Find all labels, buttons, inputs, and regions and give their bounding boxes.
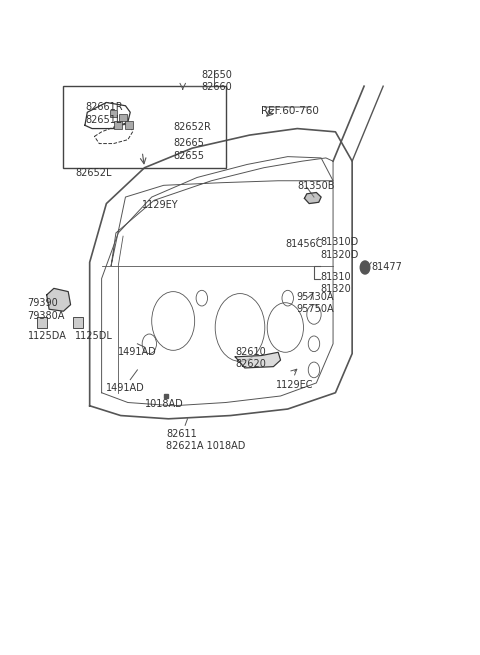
Text: 82610
82620: 82610 82620 [235, 347, 266, 369]
Text: 1125DL: 1125DL [75, 331, 113, 341]
Bar [37, 317, 47, 328]
Text: REF.60-760: REF.60-760 [262, 105, 319, 116]
Text: 81477: 81477 [371, 262, 402, 272]
Bar [63, 86, 226, 168]
Bar [125, 121, 133, 129]
Circle shape [360, 261, 370, 274]
Text: 81310
81320: 81310 81320 [320, 272, 351, 295]
Text: 81456C: 81456C [285, 240, 323, 250]
Polygon shape [235, 352, 281, 368]
Bar [73, 317, 83, 328]
Bar [115, 121, 122, 129]
Text: 82661R
82651L: 82661R 82651L [85, 102, 122, 125]
Text: 1129EC: 1129EC [276, 380, 313, 390]
Text: 81350B: 81350B [297, 181, 335, 191]
Bar [119, 113, 127, 121]
Text: 82665
82655: 82665 82655 [173, 138, 204, 160]
Text: 82650
82660: 82650 82660 [202, 70, 233, 92]
Bar [110, 109, 117, 117]
Text: 1491AD: 1491AD [107, 383, 145, 393]
Text: 81310D
81320D: 81310D 81320D [320, 238, 359, 260]
Text: 82611
82621A 1018AD: 82611 82621A 1018AD [166, 428, 245, 451]
Text: 1491AD: 1491AD [118, 347, 157, 357]
Text: 79390
79380A: 79390 79380A [28, 298, 65, 320]
Text: 95730A
95750A: 95730A 95750A [296, 291, 334, 314]
Polygon shape [47, 288, 71, 311]
Text: 1125DA: 1125DA [28, 331, 67, 341]
Polygon shape [304, 193, 321, 204]
Text: 1018AD: 1018AD [144, 400, 183, 409]
Text: 1129EY: 1129EY [142, 200, 179, 210]
Text: 82652L: 82652L [75, 168, 112, 178]
Text: 82652R: 82652R [173, 122, 211, 132]
